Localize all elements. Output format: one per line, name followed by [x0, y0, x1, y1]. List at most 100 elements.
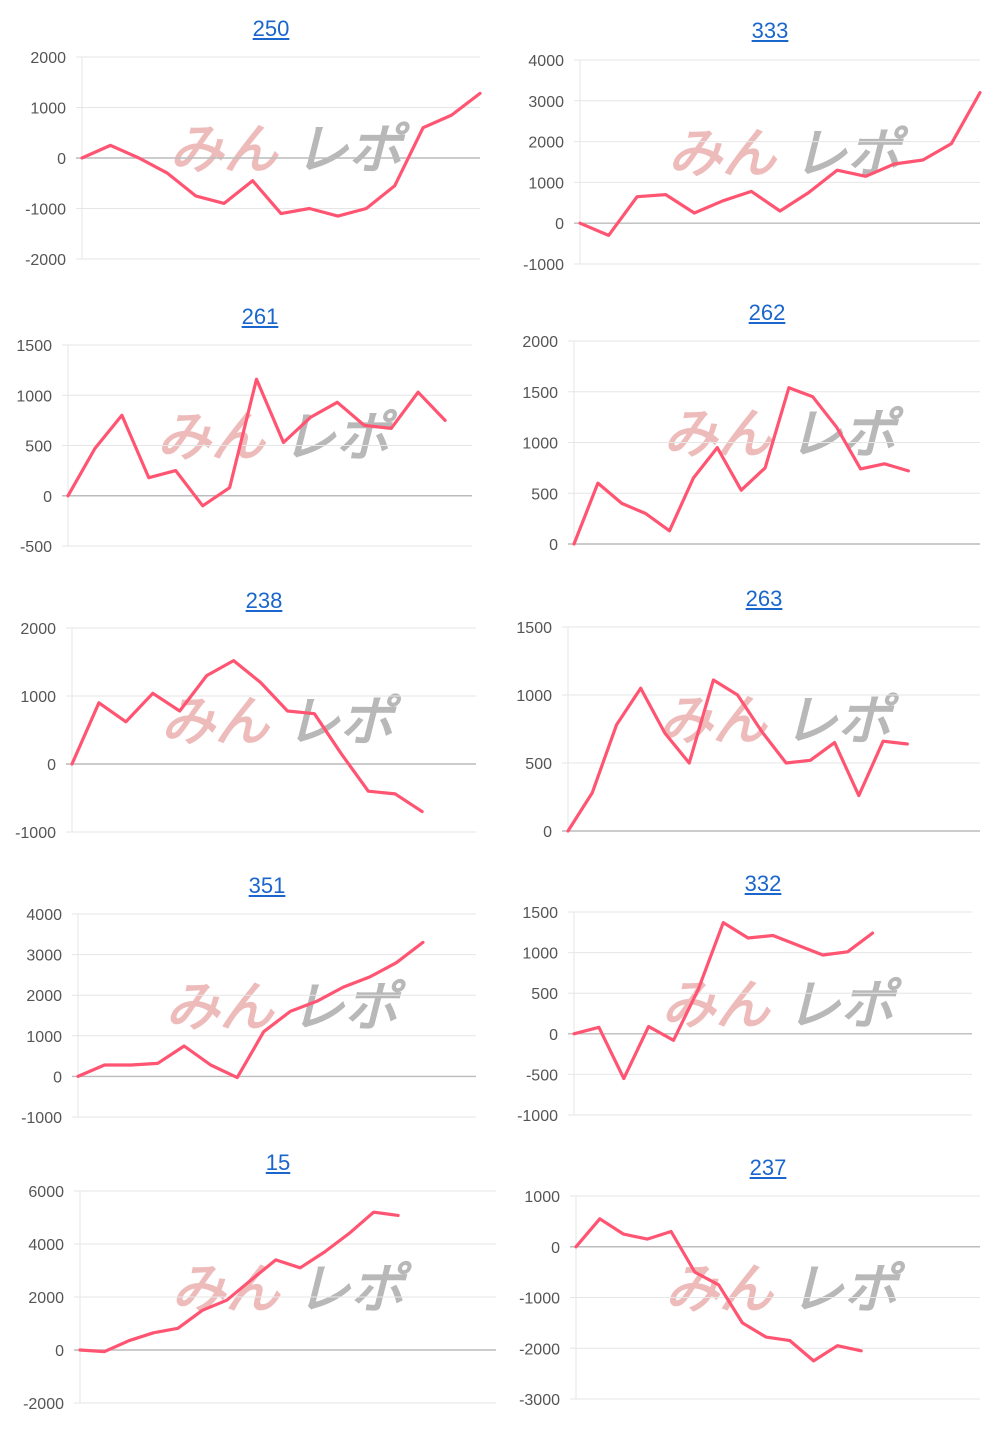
data-point — [80, 156, 84, 160]
y-tick-label: 6000 — [28, 1184, 64, 1201]
data-point — [312, 712, 316, 716]
line-chart: みん レポ 2000 1000 0 -1000 — [15, 621, 476, 842]
watermark-text-right: レポ — [297, 1258, 413, 1321]
data-point — [717, 1283, 721, 1287]
chart-title-link[interactable]: 332 — [744, 871, 782, 896]
data-point — [746, 936, 750, 940]
chart-panel: 263 みん レポ 1500 1000 500 0 — [500, 580, 1000, 865]
data-point — [205, 674, 209, 678]
y-tick-label: 500 — [531, 486, 558, 503]
data-point — [859, 1349, 863, 1353]
data-point — [639, 686, 643, 690]
chart-panel: 250 みん レポ 2000 1000 0 -1000 -2000 — [0, 0, 500, 285]
chart-title-link[interactable]: 262 — [748, 300, 786, 325]
data-point — [607, 233, 611, 237]
data-point — [147, 476, 151, 480]
chart-title-link[interactable]: 351 — [248, 873, 286, 898]
data-point — [833, 741, 837, 745]
chart-title-link[interactable]: 333 — [751, 18, 789, 43]
watermark-logo-icon: みん レポ — [161, 690, 402, 753]
data-point — [590, 791, 594, 795]
data-point — [635, 195, 639, 199]
data-point — [70, 762, 74, 766]
chart-title-link[interactable]: 261 — [241, 304, 279, 329]
y-tick-label: 3000 — [26, 948, 62, 965]
watermark-text-left: みん — [662, 974, 772, 1037]
data-point — [201, 504, 205, 508]
y-tick-label: -1000 — [519, 1291, 560, 1308]
data-point — [696, 987, 700, 991]
y-tick-label: 0 — [549, 537, 558, 554]
y-tick-label: -1000 — [25, 202, 66, 219]
chart-panel: 332 みん レポ 1500 1000 500 0 -500 -1000 — [500, 868, 1000, 1153]
chart-panel: 237 みん レポ 1000 0 -1000 -2000 -3000 — [500, 1145, 1000, 1430]
y-tick-label: -3000 — [519, 1392, 560, 1409]
data-point — [421, 126, 425, 130]
data-point — [905, 742, 909, 746]
series-line — [78, 1210, 400, 1354]
data-point — [881, 739, 885, 743]
data-point — [341, 985, 345, 989]
data-point — [864, 174, 868, 178]
data-point — [209, 1063, 213, 1067]
data-point — [368, 975, 372, 979]
data-point — [857, 794, 861, 798]
watermark-text-right: レポ — [793, 122, 909, 185]
data-point — [740, 1321, 744, 1325]
data-point — [784, 761, 788, 765]
line-chart: みん レポ 1500 1000 500 0 -500 -1000 — [517, 905, 972, 1125]
y-tick-label: 2000 — [28, 1290, 64, 1307]
data-point — [450, 113, 454, 117]
data-point — [691, 476, 695, 480]
chart-title-link[interactable]: 15 — [265, 1150, 291, 1175]
data-point — [279, 212, 283, 216]
y-tick-label: -1000 — [21, 1110, 62, 1127]
data-point — [687, 761, 691, 765]
data-point — [566, 829, 570, 833]
y-tick-label: 0 — [53, 1069, 62, 1086]
data-point — [235, 1076, 239, 1080]
chart-panel: 262 みん レポ 2000 1500 1000 500 0 — [500, 290, 1000, 575]
chart-title-link[interactable]: 238 — [245, 588, 283, 613]
y-tick-label: 1000 — [16, 388, 52, 405]
y-tick-label: -500 — [20, 539, 52, 556]
watermark-text-left: みん — [157, 406, 267, 469]
watermark-text-right: レポ — [286, 690, 402, 753]
data-point — [796, 943, 800, 947]
y-tick-label: 0 — [543, 824, 552, 841]
data-point — [308, 415, 312, 419]
data-point — [151, 1331, 155, 1335]
y-tick-label: 4000 — [26, 907, 62, 924]
data-point — [760, 730, 764, 734]
data-point — [949, 142, 953, 146]
chart-title-link[interactable]: 237 — [749, 1155, 787, 1180]
y-tick-label: 1500 — [522, 385, 558, 402]
data-point — [572, 542, 576, 546]
chart-title-link[interactable]: 263 — [745, 586, 783, 611]
data-point — [165, 171, 169, 175]
line-chart: みん レポ 4000 3000 2000 1000 0 -1000 — [21, 907, 476, 1127]
data-point — [596, 481, 600, 485]
data-point — [120, 413, 124, 417]
data-point — [288, 1009, 292, 1013]
data-point — [749, 189, 753, 193]
y-tick-label: -500 — [526, 1067, 558, 1084]
data-point — [763, 466, 767, 470]
data-point — [182, 1044, 186, 1048]
series-line — [572, 386, 910, 546]
chart-title-link[interactable]: 250 — [252, 16, 290, 41]
data-point — [274, 1258, 278, 1262]
data-point — [228, 486, 232, 490]
y-tick-label: 0 — [549, 1027, 558, 1044]
chart-panel: 261 みん レポ 1500 1000 500 0 -500 — [0, 290, 500, 575]
y-tick-label: 0 — [555, 216, 564, 233]
series-line — [66, 377, 447, 508]
line-chart: みん レポ 6000 4000 2000 0 -2000 — [23, 1184, 496, 1413]
data-point — [178, 709, 182, 713]
data-point — [307, 207, 311, 211]
data-point — [76, 1074, 80, 1078]
line-chart: みん レポ 1000 0 -1000 -2000 -3000 — [519, 1189, 980, 1409]
data-point — [871, 931, 875, 935]
watermark-logo-icon: みん レポ — [170, 118, 411, 181]
